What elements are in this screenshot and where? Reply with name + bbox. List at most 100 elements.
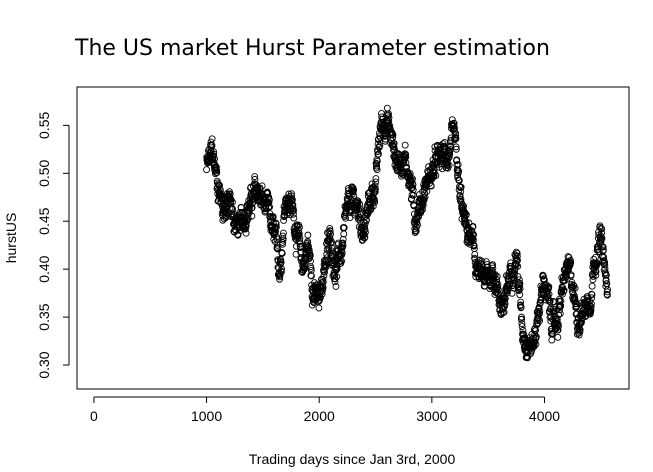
data-point (494, 286, 502, 294)
data-point (520, 330, 528, 338)
data-point (532, 340, 540, 348)
data-point (512, 248, 520, 256)
data-point (601, 261, 609, 269)
data-point (318, 290, 326, 298)
data-point (567, 271, 575, 279)
data-point (457, 188, 465, 196)
data-point (333, 273, 341, 281)
data-point (539, 271, 547, 279)
x-axis-label: Trading days since Jan 3rd, 2000 (249, 451, 456, 467)
data-point (513, 257, 521, 265)
data-point (409, 181, 417, 189)
data-point (557, 297, 565, 305)
data-point (563, 273, 570, 281)
data-point (491, 271, 499, 279)
data-point (321, 268, 328, 276)
data-point (338, 251, 346, 259)
data-point (359, 224, 367, 232)
data-point (272, 223, 280, 231)
data-point (277, 258, 285, 266)
x-axis: 0 1000 2000 3000 4000 (90, 396, 560, 424)
data-point (210, 150, 218, 158)
plot-frame (76, 86, 630, 390)
data-point (385, 117, 393, 125)
data-point (499, 304, 507, 312)
data-point (469, 223, 477, 230)
data-point (419, 201, 427, 209)
data-point (332, 282, 340, 290)
data-point (601, 258, 609, 266)
data-point (361, 228, 369, 236)
data-point (210, 148, 218, 156)
data-point (598, 225, 606, 233)
data-point (242, 225, 249, 233)
data-point (427, 182, 435, 190)
data-point (599, 243, 607, 251)
data-point (212, 163, 220, 171)
data-point (304, 238, 312, 246)
data-point (546, 297, 554, 305)
data-point (504, 287, 511, 295)
data-point (573, 300, 580, 308)
data-point (320, 272, 328, 279)
data-point (273, 241, 281, 249)
data-point (513, 252, 521, 260)
data-point (338, 249, 346, 256)
data-point (301, 265, 308, 273)
data-point (556, 306, 564, 314)
data-point (311, 279, 318, 287)
data-point (453, 156, 461, 164)
data-point (462, 211, 470, 219)
data-point (516, 285, 524, 293)
data-point (327, 239, 335, 247)
data-point (532, 333, 540, 341)
data-point (295, 223, 303, 231)
data-point (539, 272, 547, 280)
data-point (383, 104, 391, 112)
data-point (420, 194, 428, 202)
data-point (296, 240, 304, 248)
data-point (208, 135, 216, 143)
data-point (545, 283, 553, 291)
data-point (374, 140, 382, 148)
data-point (548, 336, 556, 344)
data-point (457, 183, 465, 191)
data-point (509, 271, 517, 279)
data-point (385, 114, 393, 122)
data-point (319, 286, 327, 294)
data-point (555, 311, 563, 319)
data-point (572, 302, 580, 310)
data-point (595, 248, 603, 256)
data-point (560, 286, 568, 294)
data-point (446, 150, 454, 158)
data-point (421, 190, 429, 197)
data-point (549, 308, 557, 316)
data-point (278, 249, 286, 257)
data-point (340, 230, 348, 238)
data-point (554, 333, 562, 341)
data-point (494, 281, 502, 289)
data-point (536, 308, 544, 315)
data-point (363, 216, 370, 224)
data-point (373, 157, 381, 165)
data-point (360, 226, 368, 234)
data-point (389, 131, 397, 139)
x-tick-label: 3000 (416, 408, 447, 424)
data-point (265, 196, 273, 204)
data-point (390, 143, 398, 151)
data-point (592, 271, 600, 279)
data-point (493, 272, 501, 280)
data-point (530, 342, 538, 350)
data-point (407, 185, 415, 192)
data-point (289, 210, 297, 218)
y-axis-label: hurstUS (3, 213, 19, 264)
data-point (328, 244, 336, 252)
data-point (458, 201, 466, 209)
data-point (327, 230, 334, 238)
y-tick-label: 0.30 (36, 351, 52, 378)
y-tick-label: 0.45 (36, 207, 52, 234)
data-point (510, 274, 518, 282)
data-point (445, 161, 453, 169)
data-point (211, 170, 219, 178)
data-point (318, 279, 326, 287)
